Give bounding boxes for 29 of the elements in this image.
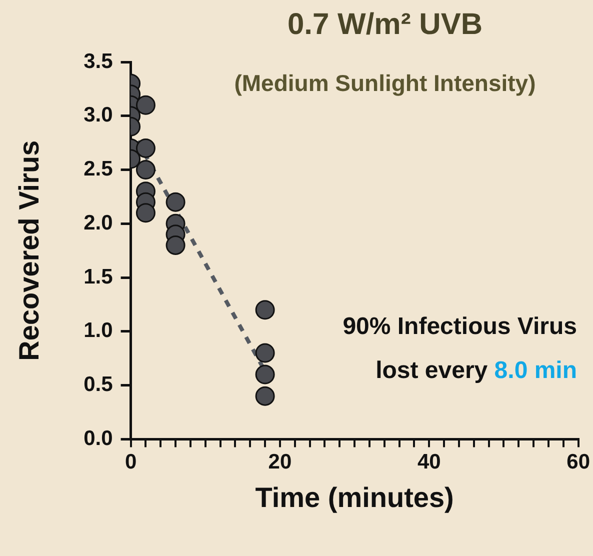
y-axis-title: Recovered Virus: [14, 140, 45, 361]
y-tick-label: 3.5: [84, 50, 114, 73]
annotation: lost every: [376, 357, 489, 384]
y-tick-label: 1.5: [84, 265, 114, 288]
x-tick-label: 40: [417, 450, 441, 474]
point: [166, 192, 186, 212]
x-tick-label: 60: [566, 450, 590, 474]
x-axis-title: Time (minutes): [255, 482, 454, 513]
chart-subtitle: (Medium Sunlight Intensity): [233, 70, 537, 97]
point: [255, 343, 275, 363]
y-tick-label: 0.0: [84, 426, 113, 450]
point: [255, 300, 275, 320]
chart-title: 0.7 W/m² UVB: [286, 8, 484, 42]
point: [136, 138, 156, 158]
y-tick-label: 1.0: [84, 319, 113, 342]
point: [255, 386, 275, 406]
y-tick-label: 2.0: [84, 211, 113, 234]
y-tick-label: 0.5: [84, 373, 114, 396]
y-tick-label: 3.0: [84, 104, 113, 127]
x-tick-label: 0: [124, 450, 137, 474]
y-tick-label: 2.5: [84, 158, 114, 181]
point: [166, 235, 186, 255]
annotation: 90% Infectious Virus: [342, 313, 577, 341]
point: [136, 95, 156, 115]
annotation: 8.0 min: [494, 357, 577, 384]
point: [255, 364, 275, 384]
x-tick-label: 20: [268, 450, 292, 474]
point: [136, 203, 156, 223]
point: [136, 160, 156, 180]
